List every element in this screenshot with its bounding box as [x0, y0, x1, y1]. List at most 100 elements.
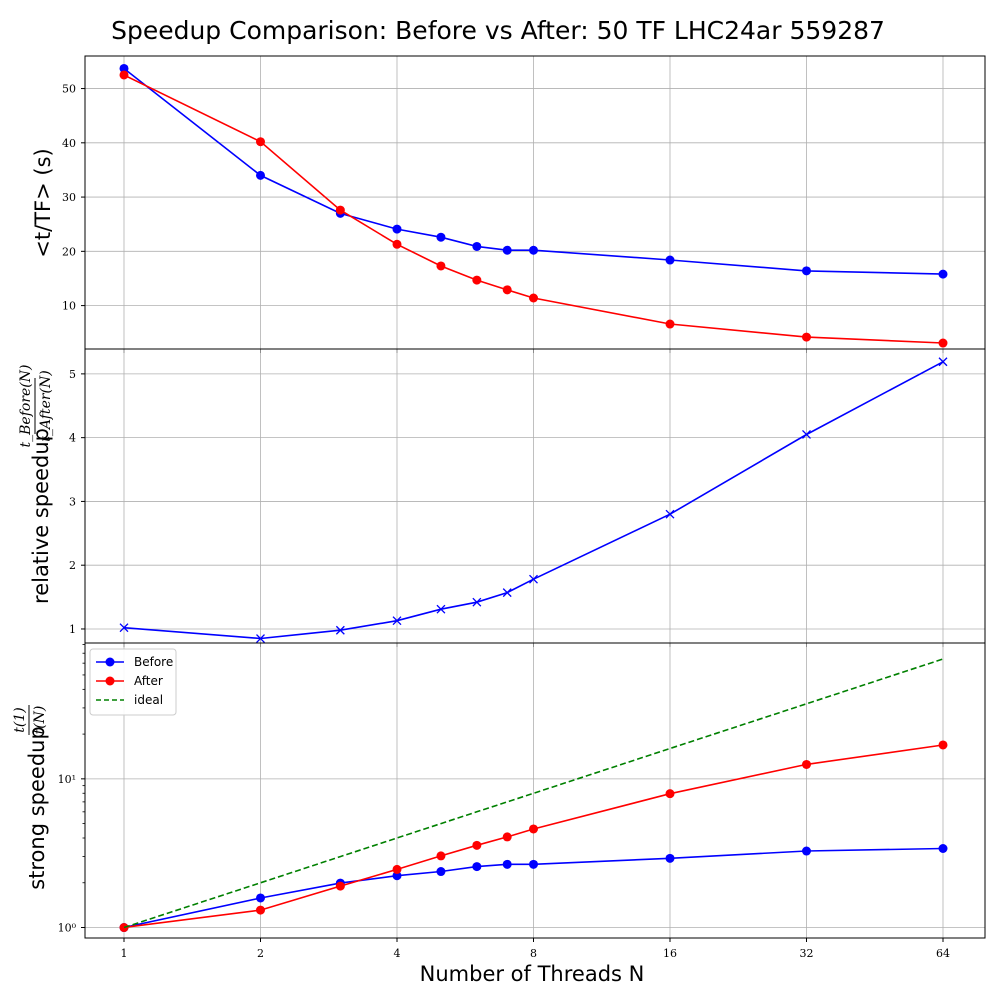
- x-tick-label: 4: [394, 947, 401, 960]
- legend: Before After ideal: [89, 648, 177, 716]
- data-point-x: [472, 597, 482, 607]
- data-point: [665, 853, 675, 863]
- legend-after-marker: [105, 676, 115, 686]
- data-point: [938, 740, 948, 750]
- data-point: [119, 923, 129, 933]
- data-point: [436, 867, 446, 877]
- data-point: [392, 871, 402, 881]
- x-tick-label: 16: [663, 947, 677, 960]
- data-point: [256, 893, 265, 903]
- y-tick-label: 2: [69, 559, 76, 572]
- data-point: [802, 266, 811, 276]
- data-point: [665, 789, 675, 799]
- panel-time-frame: [84, 55, 986, 350]
- data-point: [335, 205, 345, 215]
- data-point: [529, 859, 538, 869]
- panel-strong-y-ticks: 10⁰ 10¹: [58, 644, 85, 935]
- data-point-x: [119, 623, 129, 633]
- data-point: [392, 224, 402, 234]
- figure-title: Speedup Comparison: Before vs After: 50 …: [111, 16, 885, 45]
- legend-before-marker: [105, 657, 115, 667]
- y-tick-label: 30: [62, 191, 76, 204]
- panel-time-y-ticks: 10 20 30 40 50: [62, 83, 85, 313]
- y-tick-label: 5: [69, 368, 76, 381]
- y-tick-label: 4: [69, 432, 76, 445]
- data-point: [502, 245, 512, 255]
- data-point: [119, 70, 129, 80]
- y-tick-label: 20: [62, 245, 76, 258]
- data-point: [802, 759, 811, 769]
- data-point: [502, 859, 512, 869]
- data-point-x: [392, 616, 402, 626]
- data-point: [802, 846, 811, 856]
- panel-strong-ylabel-group: strong speedup t(1) t(N): [12, 705, 49, 890]
- legend-ideal-label: ideal: [134, 693, 163, 707]
- data-point-x: [502, 588, 512, 598]
- panel-relative-series: [119, 357, 948, 643]
- panel-strong-ylabel-denominator: t(N): [32, 706, 48, 735]
- data-point: [938, 843, 948, 853]
- data-point-x: [938, 357, 948, 367]
- data-point: [472, 840, 482, 850]
- x-tick-label: 2: [257, 947, 264, 960]
- data-point: [436, 851, 446, 861]
- legend-after-label: After: [134, 674, 163, 688]
- panel-strong-ylabel: strong speedup: [25, 726, 49, 890]
- x-tick-label: 8: [530, 947, 537, 960]
- panel-relative-speedup: 1 2 3 4 5 relative speedup t_Before(N) t_Aft…: [18, 348, 986, 647]
- x-axis-ticks: 1 2 4 8 16 32 64: [121, 947, 951, 960]
- data-point-x: [529, 574, 538, 584]
- panel-time-series: [119, 63, 948, 348]
- data-point: [938, 338, 948, 348]
- panel-strong-frame: [84, 642, 986, 939]
- data-point-x: [335, 625, 345, 635]
- panel-time-ylabel: <t/TF> (s): [31, 148, 55, 257]
- data-point: [392, 864, 402, 874]
- panel-relative-grid: [85, 349, 985, 647]
- y-tick-label: 1: [69, 623, 76, 636]
- data-point: [256, 905, 265, 915]
- panel-strong-series: [119, 658, 948, 933]
- panel-relative-frame: [84, 348, 986, 644]
- legend-before-label: Before: [134, 655, 173, 669]
- data-point: [802, 332, 811, 342]
- panel-relative-ylabel-numerator: t_Before(N): [18, 365, 34, 448]
- y-tick-label: 50: [62, 83, 76, 96]
- data-point: [665, 319, 675, 329]
- panel-relative-ylabel-group: relative speedup t_Before(N) t_After(N): [18, 365, 54, 604]
- panel-time-per-tf: 10 20 30 40 50 <t/TF> (s): [31, 55, 986, 353]
- x-tick-label: 32: [800, 947, 814, 960]
- data-point-x: [256, 634, 265, 643]
- panel-relative-y-ticks: 1 2 3 4 5: [69, 368, 85, 636]
- y-tick-label: 10⁰: [58, 922, 77, 935]
- data-point: [938, 269, 948, 279]
- data-point-x: [436, 604, 446, 614]
- data-point: [472, 275, 482, 285]
- data-point: [119, 63, 129, 73]
- data-point-x: [665, 509, 675, 519]
- data-point: [256, 170, 265, 180]
- panel-relative-ylabel-denominator: t_After(N): [38, 370, 54, 441]
- series-line-ideal: [123, 658, 944, 929]
- panel-relative-ylabel: relative speedup: [29, 428, 53, 604]
- data-point: [472, 862, 482, 872]
- y-tick-label: 40: [62, 137, 76, 150]
- x-tick-label: 1: [121, 947, 128, 960]
- data-point: [472, 241, 482, 251]
- data-point: [392, 239, 402, 249]
- y-tick-label: 3: [69, 495, 76, 508]
- data-point: [529, 824, 538, 834]
- panel-strong-speedup: 10⁰ 10¹ strong speedup t(1) t(N) Before A…: [12, 642, 986, 942]
- data-point: [665, 255, 675, 265]
- data-point: [436, 261, 446, 271]
- y-tick-label: 10¹: [58, 773, 76, 786]
- data-point-x: [802, 429, 811, 439]
- data-point: [256, 137, 265, 147]
- data-point: [502, 285, 512, 295]
- data-point: [335, 881, 345, 891]
- x-tick-label: 64: [936, 947, 950, 960]
- data-point: [529, 293, 538, 303]
- y-tick-label: 10: [62, 300, 76, 313]
- x-axis-label: Number of Threads N: [420, 962, 645, 986]
